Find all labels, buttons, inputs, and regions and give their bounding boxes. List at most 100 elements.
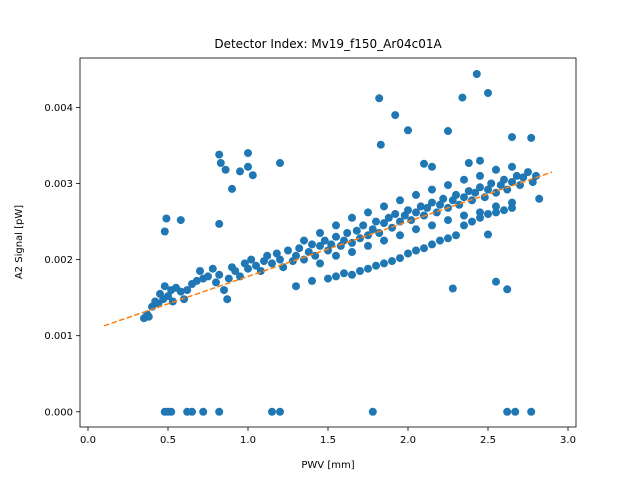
data-point — [503, 407, 512, 416]
data-point — [384, 213, 393, 222]
data-point — [452, 190, 460, 199]
data-point — [176, 216, 185, 225]
data-point — [332, 232, 340, 241]
data-point — [380, 219, 388, 228]
data-point — [180, 295, 188, 304]
data-point — [527, 133, 536, 142]
data-point — [364, 264, 372, 273]
data-point — [164, 292, 172, 301]
data-point — [375, 94, 384, 103]
data-point — [380, 202, 388, 211]
data-point — [284, 246, 292, 255]
data-point — [412, 190, 420, 199]
data-point — [263, 251, 272, 260]
data-point — [236, 272, 244, 281]
data-point — [380, 236, 388, 245]
data-point — [231, 267, 240, 275]
data-point — [428, 198, 436, 207]
data-point — [228, 184, 236, 193]
data-point — [215, 150, 224, 159]
data-point — [356, 267, 364, 275]
data-point — [160, 227, 169, 236]
data-point — [436, 236, 444, 245]
data-point — [332, 221, 340, 230]
data-point — [276, 159, 284, 167]
data-point — [492, 208, 500, 217]
x-axis-ticks: 0.0 0.5 1.0 1.5 2.0 2.5 3.0 — [80, 427, 576, 446]
x-tick-label: 1.0 — [240, 435, 256, 446]
data-point — [396, 254, 404, 263]
data-point — [492, 277, 500, 286]
data-point — [192, 276, 201, 285]
data-point — [188, 407, 196, 416]
data-point — [487, 179, 496, 188]
data-point — [244, 162, 252, 171]
data-point — [332, 251, 340, 260]
data-point — [199, 407, 208, 416]
data-point — [244, 264, 252, 273]
data-point — [436, 200, 444, 209]
data-point — [484, 210, 492, 218]
data-point — [391, 111, 400, 120]
data-point — [268, 407, 276, 416]
data-point — [472, 70, 481, 78]
data-point — [223, 295, 232, 304]
data-point — [376, 140, 385, 149]
data-point — [527, 407, 536, 416]
data-point — [508, 133, 516, 142]
data-point — [332, 272, 340, 281]
data-point — [412, 246, 420, 255]
data-point — [448, 284, 457, 293]
data-point — [428, 185, 436, 194]
y-axis-ticks: 0.000 0.001 0.002 0.003 0.004 — [44, 103, 80, 418]
data-point — [391, 210, 400, 218]
data-point — [316, 241, 324, 250]
data-point — [216, 159, 225, 167]
data-point — [471, 188, 480, 197]
data-point — [248, 171, 257, 180]
data-point — [420, 244, 428, 253]
data-point — [160, 282, 169, 291]
data-point — [460, 175, 468, 184]
data-point — [212, 278, 220, 287]
data-point — [276, 407, 284, 416]
data-point — [375, 229, 384, 237]
data-point — [276, 255, 284, 264]
data-point — [492, 202, 500, 211]
data-point — [372, 261, 380, 270]
data-point — [444, 181, 452, 190]
data-point — [428, 240, 436, 249]
data-point — [484, 89, 492, 97]
data-point — [196, 267, 204, 275]
data-point — [364, 231, 372, 240]
data-point — [356, 234, 364, 243]
data-point — [420, 159, 428, 168]
data-point — [396, 231, 404, 240]
data-point — [460, 211, 468, 220]
data-point — [324, 274, 332, 283]
data-point — [144, 312, 153, 321]
x-tick-label: 2.0 — [400, 435, 416, 446]
data-point — [215, 407, 224, 416]
y-axis-title: A2 Signal [pW] — [14, 205, 25, 279]
data-point — [416, 202, 425, 211]
data-point — [535, 194, 544, 203]
data-point — [444, 216, 452, 225]
data-point — [508, 162, 516, 171]
data-point — [343, 229, 352, 237]
data-point — [215, 219, 224, 228]
data-point — [272, 249, 281, 258]
data-point — [204, 272, 212, 281]
data-point — [268, 259, 276, 268]
data-point — [364, 241, 372, 250]
data-point — [476, 208, 484, 217]
data-point — [468, 217, 476, 226]
data-point — [404, 126, 412, 135]
data-point — [320, 236, 329, 245]
data-point — [167, 407, 176, 416]
data-point — [476, 183, 484, 192]
data-point — [460, 221, 468, 230]
data-point — [476, 171, 484, 180]
data-point — [484, 185, 492, 194]
data-point — [460, 193, 468, 202]
